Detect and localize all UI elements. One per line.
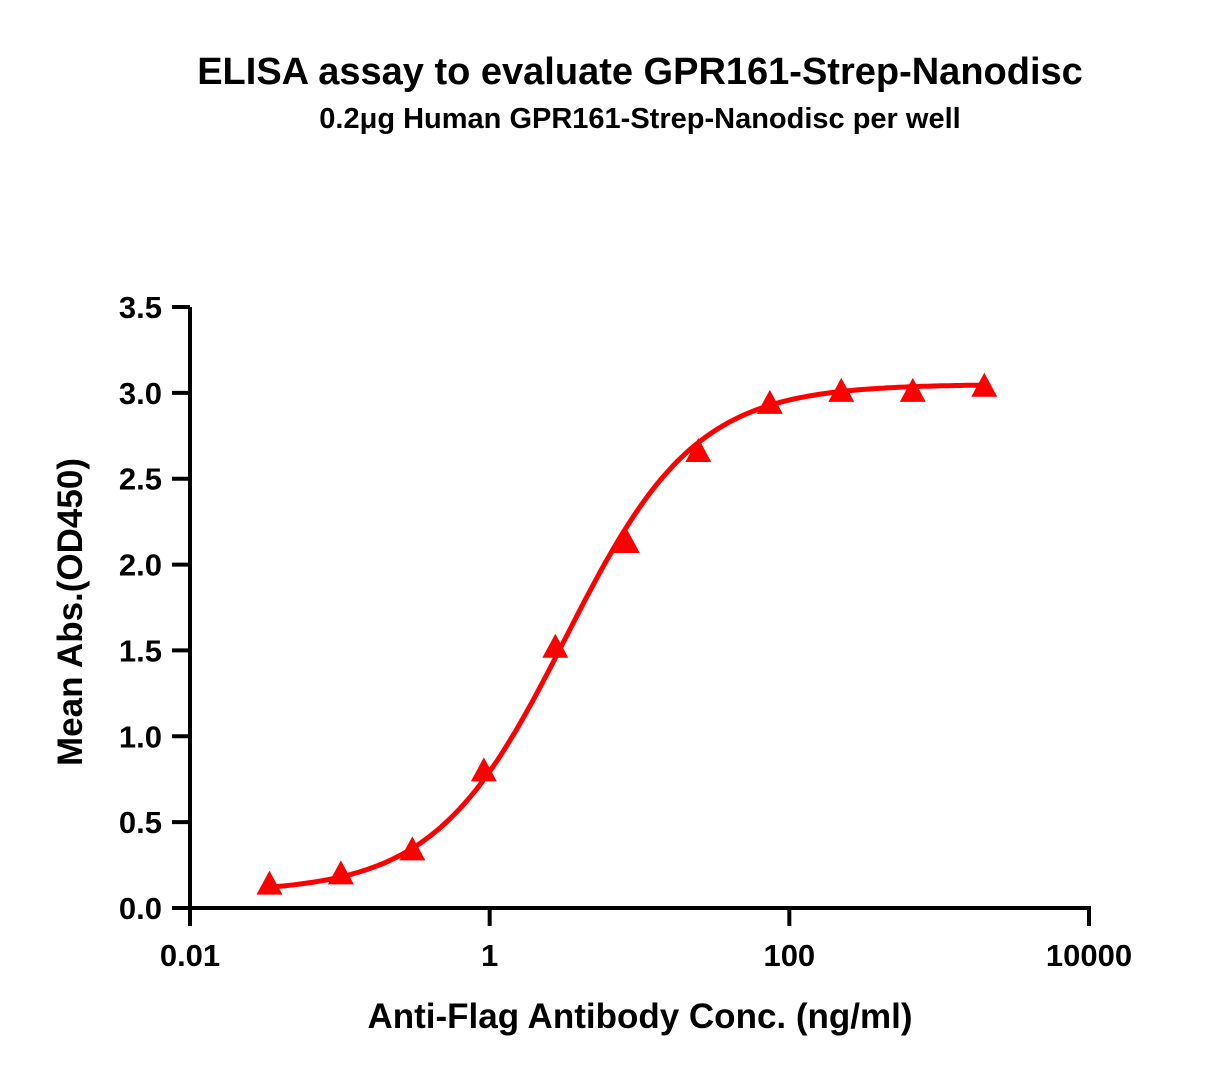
x-tick-label: 1 bbox=[481, 938, 498, 973]
y-tick-label: 2.5 bbox=[119, 462, 162, 497]
data-point bbox=[971, 372, 998, 397]
data-point bbox=[542, 633, 569, 658]
data-points bbox=[256, 372, 998, 895]
x-tick-label: 10000 bbox=[1046, 938, 1132, 973]
chart-subtitle: 0.2μg Human GPR161-Strep-Nanodisc per we… bbox=[319, 103, 960, 135]
y-tick-label: 0.5 bbox=[119, 805, 162, 840]
data-point bbox=[756, 389, 783, 414]
data-point bbox=[828, 377, 855, 402]
x-axis-label: Anti-Flag Antibody Conc. (ng/ml) bbox=[367, 997, 912, 1036]
fit-curve bbox=[264, 382, 989, 891]
data-point bbox=[399, 836, 426, 861]
y-tick-label: 3.0 bbox=[119, 376, 162, 411]
data-point bbox=[685, 437, 712, 462]
y-axis-label: Mean Abs.(OD450) bbox=[51, 458, 90, 766]
y-tick-label: 1.0 bbox=[119, 719, 162, 754]
x-tick-label: 0.01 bbox=[160, 938, 220, 973]
data-point bbox=[327, 860, 354, 885]
data-point bbox=[613, 528, 640, 553]
y-tick-label: 2.0 bbox=[119, 548, 162, 583]
x-tick-label: 100 bbox=[763, 938, 815, 973]
data-point bbox=[899, 377, 926, 402]
axes: 0.0 0.5 1.0 1.5 2.0 2.5 3.0 3.5 0.01 1 100 10000 bbox=[119, 290, 1132, 973]
data-point bbox=[256, 870, 283, 895]
chart-title: ELISA assay to evaluate GPR161-Strep-Nan… bbox=[197, 51, 1083, 93]
y-tick-label: 1.5 bbox=[119, 633, 162, 668]
data-point bbox=[470, 757, 497, 782]
y-tick-label: 0.0 bbox=[119, 891, 162, 926]
y-tick-label: 3.5 bbox=[119, 290, 162, 325]
